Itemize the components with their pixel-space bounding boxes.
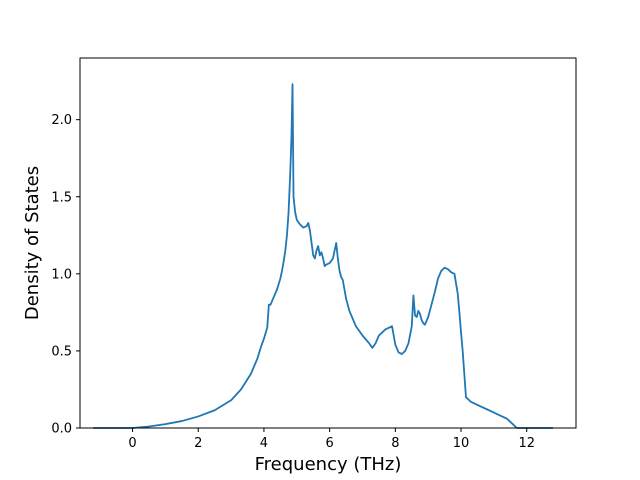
- x-tick-label: 10: [453, 436, 470, 451]
- x-tick-label: 0: [128, 436, 136, 451]
- x-tick-label: 6: [326, 436, 334, 451]
- x-tick-label: 4: [260, 436, 268, 451]
- plot-area: [93, 83, 554, 429]
- y-tick-label: 0.0: [51, 422, 72, 437]
- x-axis-ticks: 0 2 4 6 8 10 12: [128, 428, 535, 451]
- dos-series-line-0: [93, 83, 554, 429]
- x-tick-label: 8: [391, 436, 399, 451]
- x-tick-label: 2: [194, 436, 202, 451]
- y-tick-label: 0.5: [51, 344, 72, 359]
- y-tick-label: 1.0: [51, 267, 72, 282]
- y-tick-label: 1.5: [51, 190, 72, 205]
- plot-frame: [79, 57, 577, 429]
- y-tick-label: 2.0: [51, 113, 72, 128]
- x-tick-label: 12: [518, 436, 535, 451]
- y-axis-ticks: 0.0 0.5 1.0 1.5 2.0: [51, 113, 80, 437]
- y-axis-label: Density of States: [22, 166, 43, 320]
- x-axis-label: Frequency (THz): [255, 454, 402, 475]
